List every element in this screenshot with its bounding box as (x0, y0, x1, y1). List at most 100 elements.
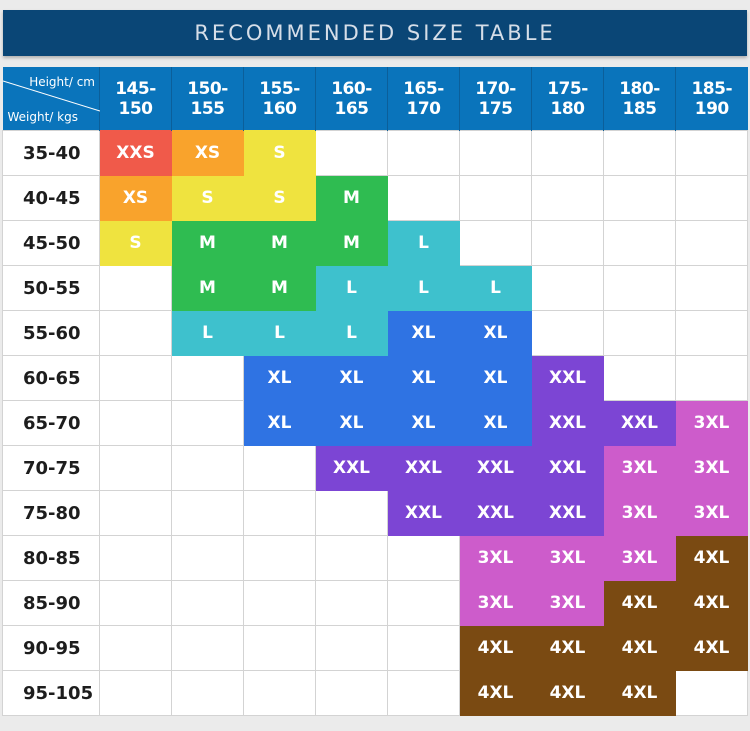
size-cell: XS (171, 130, 244, 176)
header-row: Height/ cm Weight/ kgs 145-150 150-155 155… (2, 67, 748, 131)
empty-cell (243, 535, 316, 581)
height-header-160-165: 160-165 (315, 67, 388, 131)
empty-cell (387, 130, 460, 176)
weight-label: 65-70 (2, 400, 100, 446)
corner-header: Height/ cm Weight/ kgs (2, 67, 100, 131)
size-cell: 4XL (603, 670, 676, 716)
empty-cell (531, 220, 604, 266)
table-body: 35-40 XXS XS S 40-45 XS S S M 45-50 S M M M L 50-55 M M L L… (2, 130, 748, 716)
empty-cell (603, 130, 676, 176)
empty-cell (387, 175, 460, 221)
empty-cell (387, 535, 460, 581)
size-cell: M (171, 220, 244, 266)
size-cell: 4XL (459, 625, 532, 671)
size-cell: L (387, 220, 460, 266)
height-header-185-190: 185-190 (675, 67, 748, 131)
size-cell: 3XL (603, 490, 676, 536)
empty-cell (99, 265, 172, 311)
empty-cell (315, 490, 388, 536)
diagonal-divider (2, 80, 100, 112)
empty-cell (603, 355, 676, 401)
table-row: 40-45 XS S S M (2, 175, 748, 221)
empty-cell (171, 535, 244, 581)
weight-label: 75-80 (2, 490, 100, 536)
size-cell: 4XL (459, 670, 532, 716)
empty-cell (99, 580, 172, 626)
empty-cell (675, 310, 748, 356)
weight-label: 70-75 (2, 445, 100, 491)
weight-label: 90-95 (2, 625, 100, 671)
empty-cell (171, 400, 244, 446)
size-cell: XXS (99, 130, 172, 176)
size-cell: 3XL (531, 580, 604, 626)
size-cell: 3XL (675, 400, 748, 446)
empty-cell (675, 130, 748, 176)
size-cell: XL (387, 310, 460, 356)
empty-cell (387, 580, 460, 626)
height-header-180-185: 180-185 (603, 67, 676, 131)
size-cell: M (315, 175, 388, 221)
table-row: 95-105 4XL 4XL 4XL (2, 670, 748, 716)
size-table: Height/ cm Weight/ kgs 145-150 150-155 155… (2, 67, 748, 716)
empty-cell (99, 670, 172, 716)
size-cell: 4XL (675, 535, 748, 581)
empty-cell (171, 670, 244, 716)
empty-cell (243, 445, 316, 491)
size-cell: S (243, 175, 316, 221)
empty-cell (459, 130, 532, 176)
weight-label: 60-65 (2, 355, 100, 401)
size-cell: XS (99, 175, 172, 221)
size-cell: L (315, 310, 388, 356)
size-cell: XL (459, 355, 532, 401)
weight-label: 35-40 (2, 130, 100, 176)
table-row: 80-85 3XL 3XL 3XL 4XL (2, 535, 748, 581)
size-cell: XL (243, 400, 316, 446)
page-title: RECOMMENDED SIZE TABLE (194, 21, 556, 45)
weight-axis-label: Weight/ kgs (7, 110, 78, 124)
empty-cell (171, 625, 244, 671)
size-cell: XXL (603, 400, 676, 446)
size-cell: XL (387, 400, 460, 446)
table-row: 50-55 M M L L L (2, 265, 748, 311)
size-cell: M (315, 220, 388, 266)
size-cell: 3XL (603, 445, 676, 491)
size-cell: 3XL (603, 535, 676, 581)
table-row: 85-90 3XL 3XL 4XL 4XL (2, 580, 748, 626)
empty-cell (675, 175, 748, 221)
table-row: 65-70 XL XL XL XL XXL XXL 3XL (2, 400, 748, 446)
empty-cell (531, 310, 604, 356)
size-cell: XXL (531, 355, 604, 401)
empty-cell (315, 670, 388, 716)
size-cell: 4XL (603, 580, 676, 626)
size-cell: XL (315, 355, 388, 401)
size-cell: XL (243, 355, 316, 401)
table-row: 60-65 XL XL XL XL XXL (2, 355, 748, 401)
empty-cell (99, 490, 172, 536)
weight-label: 80-85 (2, 535, 100, 581)
empty-cell (171, 445, 244, 491)
size-cell: XXL (315, 445, 388, 491)
size-cell: L (459, 265, 532, 311)
size-cell: S (243, 130, 316, 176)
size-cell: XXL (531, 445, 604, 491)
empty-cell (459, 175, 532, 221)
weight-label: 55-60 (2, 310, 100, 356)
size-cell: XXL (531, 490, 604, 536)
size-cell: XL (459, 400, 532, 446)
empty-cell (603, 265, 676, 311)
weight-label: 50-55 (2, 265, 100, 311)
size-cell: 4XL (675, 625, 748, 671)
size-cell: XL (315, 400, 388, 446)
height-header-145-150: 145-150 (99, 67, 172, 131)
empty-cell (675, 670, 748, 716)
size-cell: XL (459, 310, 532, 356)
empty-cell (99, 310, 172, 356)
empty-cell (171, 580, 244, 626)
table-row: 70-75 XXL XXL XXL XXL 3XL 3XL (2, 445, 748, 491)
height-header-170-175: 170-175 (459, 67, 532, 131)
empty-cell (531, 175, 604, 221)
size-cell: M (243, 265, 316, 311)
size-cell: 4XL (531, 625, 604, 671)
size-cell: 3XL (459, 580, 532, 626)
size-cell: XXL (387, 490, 460, 536)
